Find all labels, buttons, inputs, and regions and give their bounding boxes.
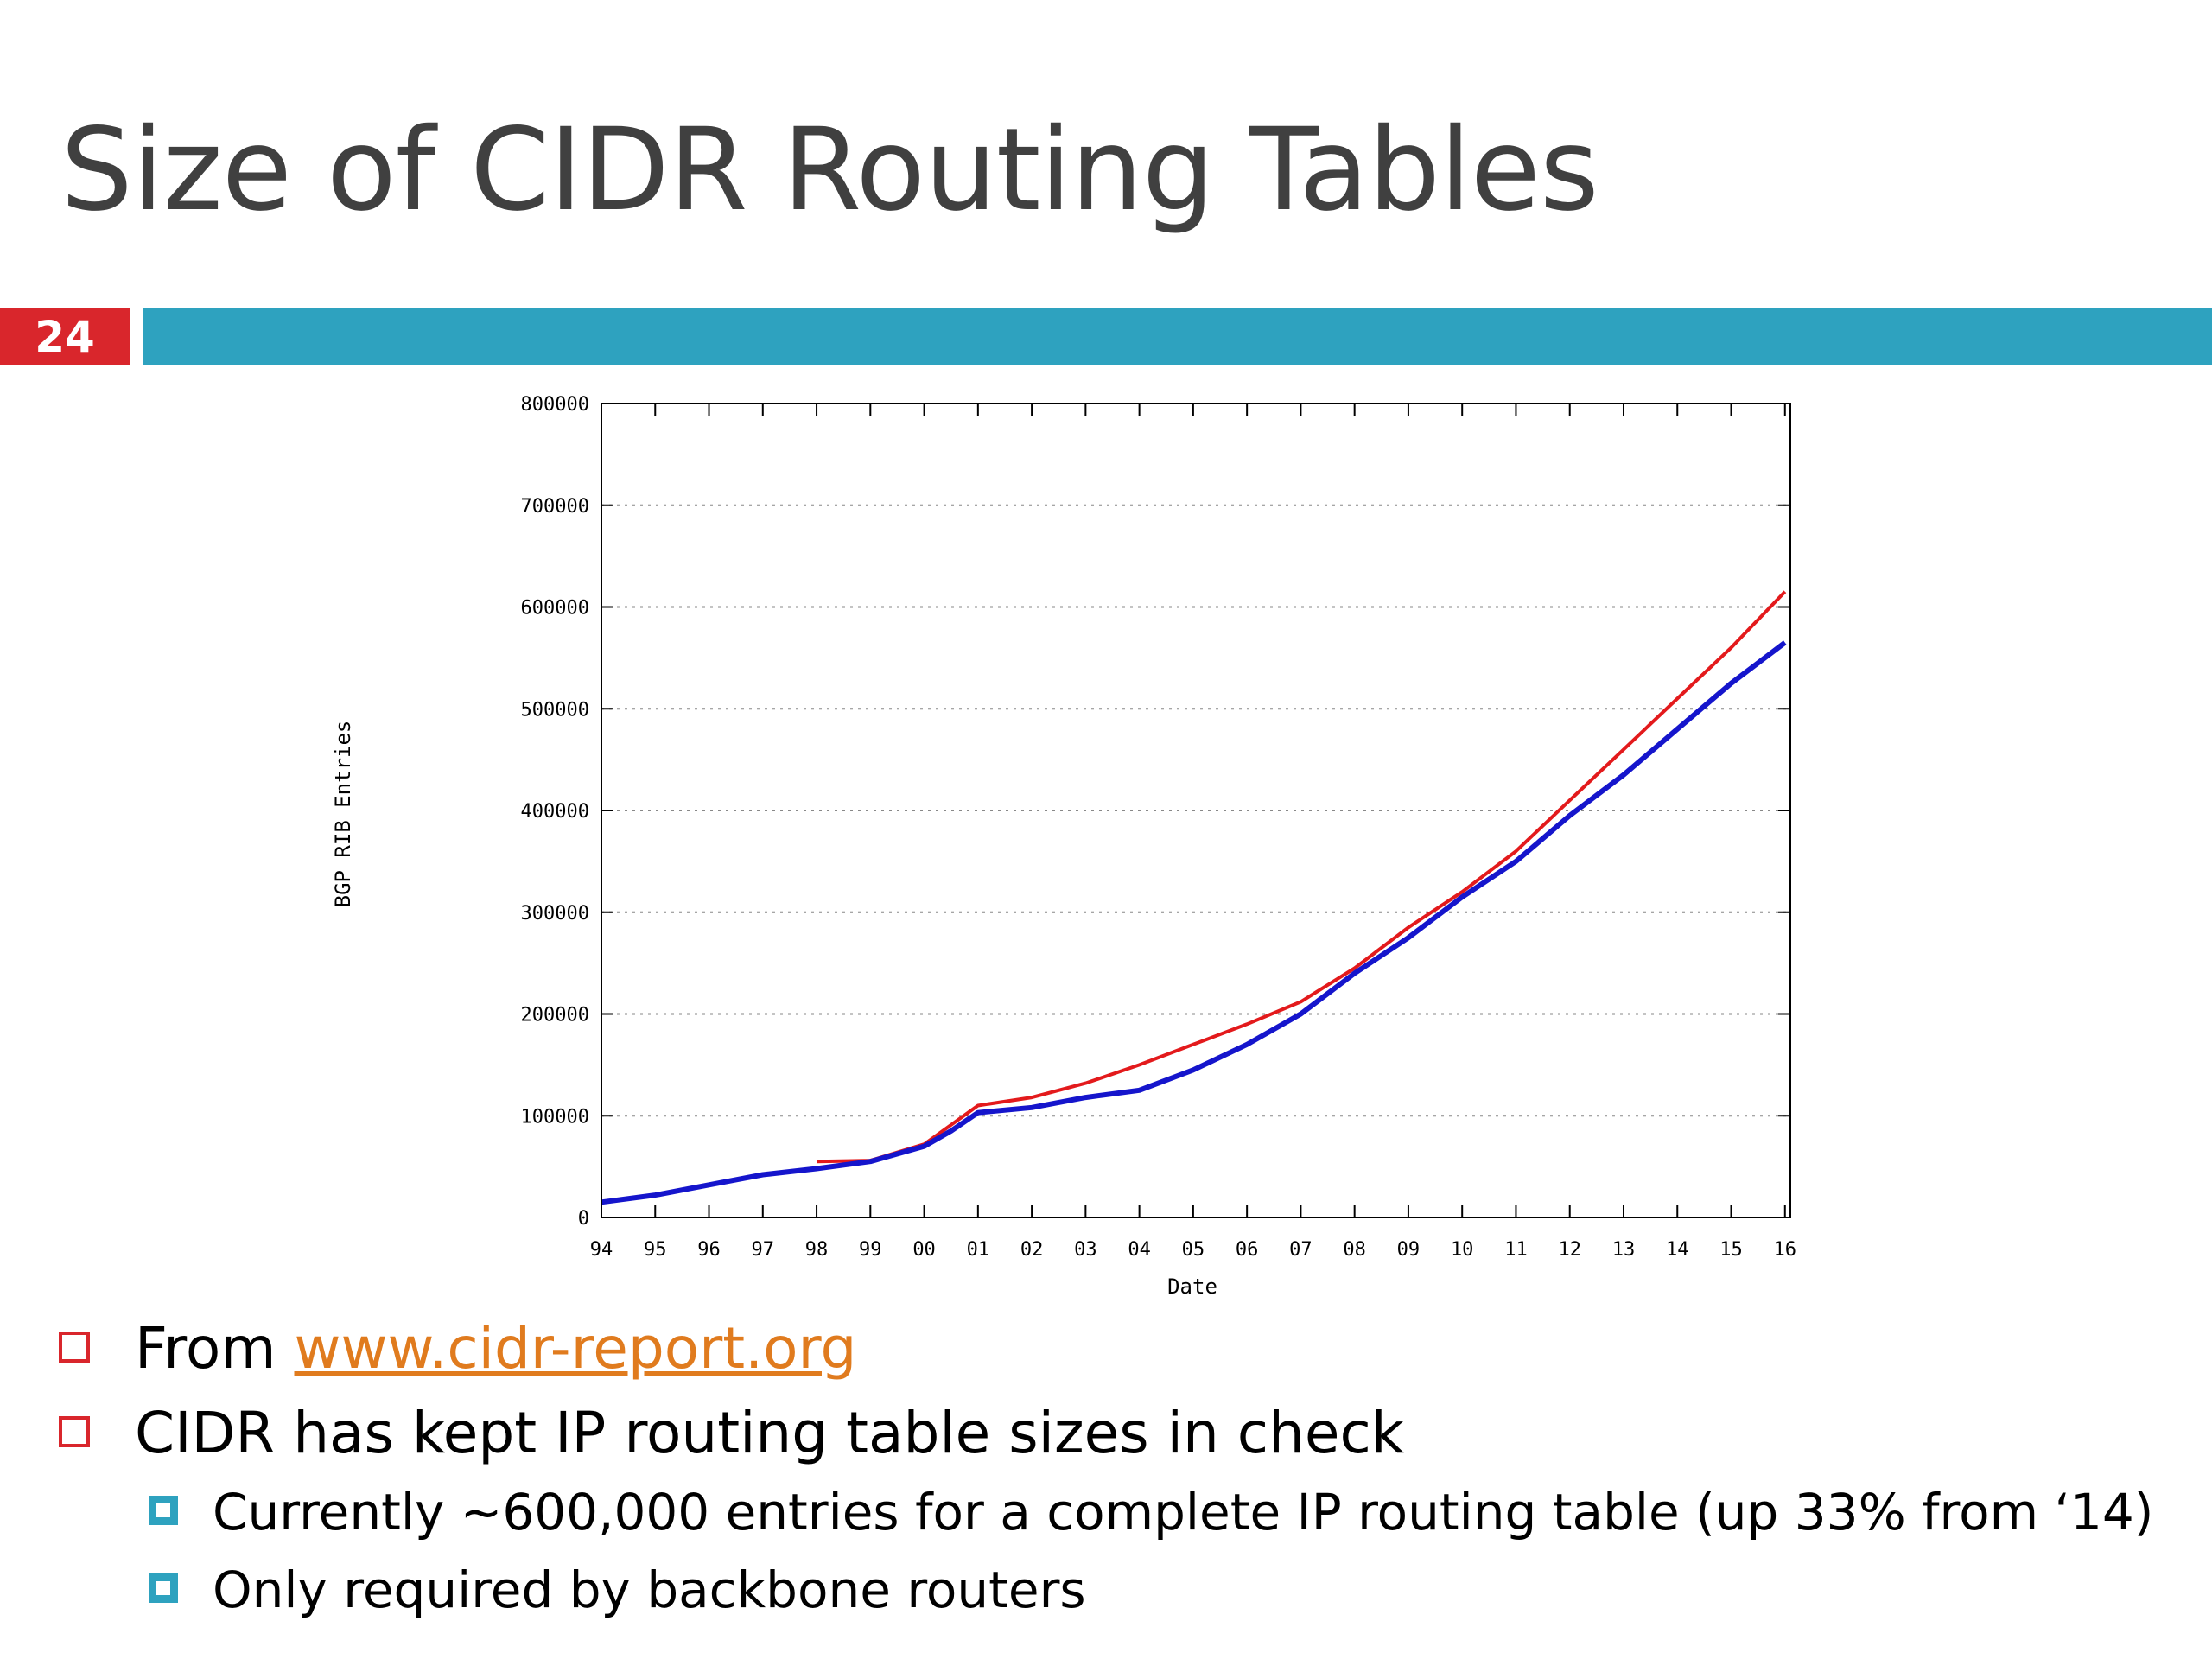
x-tick-label: 12 xyxy=(1558,1239,1581,1261)
series-line-0 xyxy=(601,640,1787,1205)
sub-bullet-marker-icon xyxy=(149,1573,178,1603)
x-tick-label: 00 xyxy=(912,1239,936,1261)
x-tick-label: 09 xyxy=(1397,1239,1421,1261)
x-tick-label: 13 xyxy=(1612,1239,1636,1261)
bullet-marker-icon xyxy=(59,1331,90,1363)
sub-bullet-current-text: Currently ~600,000 entries for a complet… xyxy=(213,1483,2154,1541)
x-tick-label: 99 xyxy=(859,1239,882,1261)
y-tick-label: 400000 xyxy=(521,801,589,823)
x-tick-label: 07 xyxy=(1289,1239,1313,1261)
x-tick-label: 08 xyxy=(1343,1239,1366,1261)
sub-bullet-current: Currently ~600,000 entries for a complet… xyxy=(149,1483,2153,1541)
x-tick-label: 10 xyxy=(1451,1239,1474,1261)
sub-bullet-backbone-text: Only required by backbone routers xyxy=(213,1560,1086,1619)
title-bar xyxy=(143,308,2212,365)
x-tick-label: 11 xyxy=(1504,1239,1528,1261)
slide-title: Size of CIDR Routing Tables xyxy=(60,104,1599,237)
x-tick-label: 01 xyxy=(967,1239,990,1261)
y-tick-label: 100000 xyxy=(521,1106,589,1128)
x-tick-label: 16 xyxy=(1774,1239,1797,1261)
series-group xyxy=(601,590,1787,1205)
x-tick-label: 97 xyxy=(752,1239,775,1261)
bullet-source: From www.cidr-report.org xyxy=(59,1315,856,1382)
y-tick-label: 700000 xyxy=(521,496,589,518)
ticks-group: 0 100000 200000 300000 400000 500000 600000 700… xyxy=(521,394,1797,1261)
x-tick-label: 05 xyxy=(1182,1239,1205,1261)
bullet-cidr-text: CIDR has kept IP routing table sizes in … xyxy=(135,1400,1404,1466)
x-tick-label: 15 xyxy=(1719,1239,1743,1261)
bullet-marker-icon xyxy=(59,1415,90,1447)
x-tick-label: 96 xyxy=(697,1239,721,1261)
grid-lines xyxy=(601,504,1790,1117)
plot-frame xyxy=(601,403,1791,1218)
y-axis-label: BGP RIB Entries xyxy=(331,721,355,908)
y-tick-label: 600000 xyxy=(521,598,589,620)
x-axis-label: Date xyxy=(1167,1274,1217,1299)
x-tick-label: 14 xyxy=(1666,1239,1689,1261)
cidr-report-link[interactable]: www.cidr-report.org xyxy=(294,1315,857,1382)
x-tick-label: 95 xyxy=(644,1239,667,1261)
y-tick-label: 500000 xyxy=(521,699,589,721)
sub-bullet-marker-icon xyxy=(149,1495,178,1525)
x-tick-label: 98 xyxy=(805,1239,829,1261)
sub-bullet-backbone: Only required by backbone routers xyxy=(149,1560,1086,1619)
x-tick-label: 03 xyxy=(1074,1239,1097,1261)
bullet-cidr: CIDR has kept IP routing table sizes in … xyxy=(59,1400,1404,1466)
y-tick-label: 800000 xyxy=(521,394,589,416)
y-tick-label: 200000 xyxy=(521,1005,589,1027)
x-tick-label: 04 xyxy=(1128,1239,1151,1261)
series-line-1 xyxy=(816,590,1787,1164)
y-tick-label: 300000 xyxy=(521,903,589,925)
x-tick-label: 94 xyxy=(590,1239,613,1261)
x-tick-label: 06 xyxy=(1236,1239,1259,1261)
chart-svg: 0 100000 200000 300000 400000 500000 600000 700… xyxy=(331,394,1797,1299)
y-tick-label: 0 xyxy=(578,1208,589,1230)
slide-number: 24 xyxy=(0,308,130,365)
bullet-source-prefix: From xyxy=(135,1315,295,1382)
bgp-chart: 0 100000 200000 300000 400000 500000 600000 700… xyxy=(320,385,1797,1321)
x-tick-label: 02 xyxy=(1020,1239,1044,1261)
